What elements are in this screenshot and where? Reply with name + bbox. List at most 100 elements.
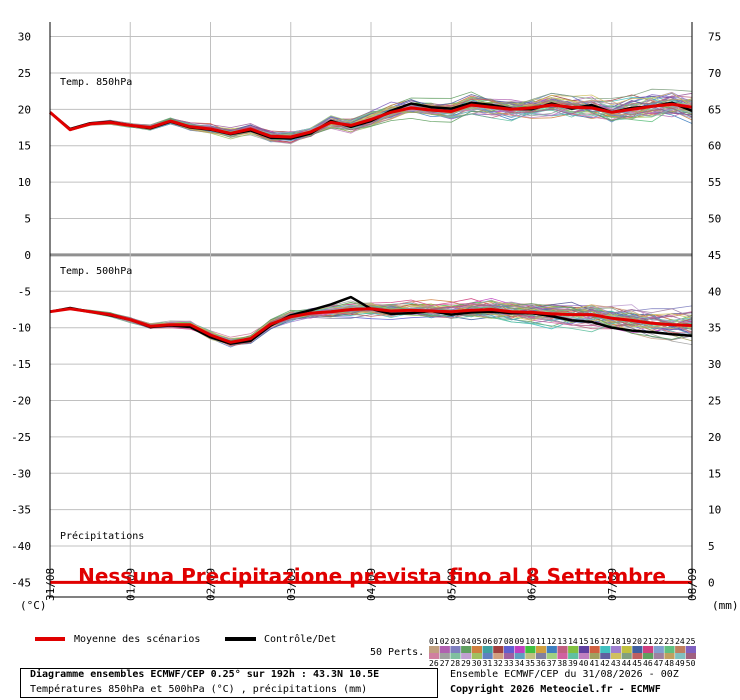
left-axis-unit: (°C) bbox=[20, 599, 47, 612]
ensemble-chart: 302520151050-5-10-15-20-25-30-35-40-4575… bbox=[11, 22, 739, 668]
pert-swatch bbox=[557, 646, 568, 653]
pert-number: 23 bbox=[664, 637, 674, 646]
pert-swatch bbox=[514, 653, 525, 659]
pert-number: 34 bbox=[515, 659, 525, 668]
pert-number: 43 bbox=[611, 659, 621, 668]
pert-number: 11 bbox=[536, 637, 546, 646]
left-tick-label: 0 bbox=[24, 249, 31, 262]
series-lines bbox=[49, 101, 693, 584]
right-tick-label: 20 bbox=[708, 431, 721, 444]
pert-swatch bbox=[461, 646, 472, 653]
right-tick-label: 60 bbox=[708, 140, 721, 153]
right-axis-unit: (mm) bbox=[712, 599, 739, 612]
tick-labels: 302520151050-5-10-15-20-25-30-35-40-4575… bbox=[11, 31, 721, 601]
footer-subtitle: Températures 850hPa et 500hPa (°C) , pré… bbox=[30, 684, 368, 695]
pert-swatch bbox=[450, 653, 461, 659]
panel-label-precip: Précipitations bbox=[60, 530, 144, 542]
pert-number: 30 bbox=[472, 659, 482, 668]
pert-swatch bbox=[610, 653, 622, 659]
pert-swatch bbox=[685, 653, 696, 659]
pert-number: 25 bbox=[686, 637, 696, 646]
pert-number: 44 bbox=[622, 659, 632, 668]
pert-swatch bbox=[675, 653, 686, 659]
footer-title: Diagramme ensembles ECMWF/CEP 0.25° sur … bbox=[30, 669, 380, 680]
x-tick-label: 06/09 bbox=[526, 568, 539, 601]
left-tick-label: 5 bbox=[24, 213, 31, 226]
right-tick-label: 55 bbox=[708, 176, 721, 189]
pert-number: 01 bbox=[429, 637, 439, 646]
pert-swatch bbox=[557, 653, 568, 659]
pert-number: 35 bbox=[525, 659, 535, 668]
pert-number: 33 bbox=[504, 659, 514, 668]
pert-swatch bbox=[632, 646, 643, 653]
pert-number: 03 bbox=[450, 637, 460, 646]
right-tick-label: 65 bbox=[708, 103, 721, 116]
x-tick-label: 04/09 bbox=[365, 568, 378, 601]
pert-number: 50 bbox=[686, 659, 696, 668]
pert-number: 24 bbox=[675, 637, 685, 646]
x-tick-label: 01/09 bbox=[124, 568, 137, 601]
pert-number: 28 bbox=[450, 659, 460, 668]
pert-swatch bbox=[536, 646, 547, 653]
pert-number: 04 bbox=[461, 637, 471, 646]
pert-swatch bbox=[514, 646, 525, 653]
left-tick-label: -30 bbox=[11, 467, 31, 480]
pert-number: 42 bbox=[600, 659, 610, 668]
right-tick-label: 5 bbox=[708, 540, 715, 553]
pert-number: 39 bbox=[568, 659, 578, 668]
left-tick-label: 10 bbox=[18, 176, 31, 189]
pert-swatch bbox=[503, 653, 515, 659]
pert-number: 45 bbox=[632, 659, 642, 668]
left-tick-label: -35 bbox=[11, 504, 31, 517]
footer-copyright: Copyright 2026 Meteociel.fr - ECMWF bbox=[450, 684, 661, 695]
pert-swatch bbox=[664, 646, 675, 653]
pert-number: 18 bbox=[611, 637, 621, 646]
left-tick-label: 15 bbox=[18, 140, 31, 153]
right-tick-label: 40 bbox=[708, 285, 721, 298]
left-tick-label: -45 bbox=[11, 576, 31, 589]
pert-number: 21 bbox=[643, 637, 653, 646]
pert-number: 27 bbox=[440, 659, 450, 668]
pert-number: 05 bbox=[472, 637, 482, 646]
pert-number: 31 bbox=[483, 659, 493, 668]
x-tick-label: 31/08 bbox=[44, 568, 57, 601]
right-tick-label: 75 bbox=[708, 31, 721, 44]
pert-number: 26 bbox=[429, 659, 439, 668]
pert-swatch bbox=[568, 653, 579, 659]
pert-swatch bbox=[429, 646, 440, 653]
pert-number: 36 bbox=[536, 659, 546, 668]
pert-swatch bbox=[653, 646, 664, 653]
pert-number: 13 bbox=[557, 637, 567, 646]
pert-number: 08 bbox=[504, 637, 514, 646]
legend-control-label: Contrôle/Det bbox=[264, 633, 336, 645]
left-tick-label: -15 bbox=[11, 358, 31, 371]
pert-swatch bbox=[589, 653, 600, 659]
right-tick-label: 30 bbox=[708, 358, 721, 371]
left-tick-label: -20 bbox=[11, 394, 31, 407]
footer-run: Ensemble ECMWF/CEP du 31/08/2026 - 00Z bbox=[450, 669, 679, 680]
pert-swatch bbox=[482, 653, 493, 659]
pert-swatch bbox=[610, 646, 622, 653]
x-tick-label: 08/09 bbox=[686, 568, 699, 601]
legend-mean-label: Moyenne des scénarios bbox=[74, 633, 200, 645]
pert-number: 06 bbox=[483, 637, 493, 646]
pert-swatch bbox=[503, 646, 515, 653]
pert-swatch bbox=[429, 653, 440, 659]
mean-line-t500 bbox=[49, 307, 693, 344]
left-tick-label: 30 bbox=[18, 31, 31, 44]
pert-number: 32 bbox=[493, 659, 503, 668]
pert-swatch bbox=[664, 653, 675, 659]
pert-swatch bbox=[653, 653, 664, 659]
pert-number: 46 bbox=[643, 659, 653, 668]
x-tick-label: 02/09 bbox=[205, 568, 218, 601]
pert-number: 41 bbox=[590, 659, 600, 668]
legend-perts-label: 50 Perts. bbox=[370, 647, 424, 658]
left-tick-label: 25 bbox=[18, 67, 31, 80]
pert-number: 17 bbox=[600, 637, 610, 646]
pert-number: 37 bbox=[547, 659, 557, 668]
panel-label-t850: Temp. 850hPa bbox=[60, 77, 132, 88]
right-tick-label: 25 bbox=[708, 394, 721, 407]
pert-swatch bbox=[471, 653, 482, 659]
pert-swatch bbox=[643, 653, 654, 659]
left-tick-label: -5 bbox=[18, 285, 31, 298]
